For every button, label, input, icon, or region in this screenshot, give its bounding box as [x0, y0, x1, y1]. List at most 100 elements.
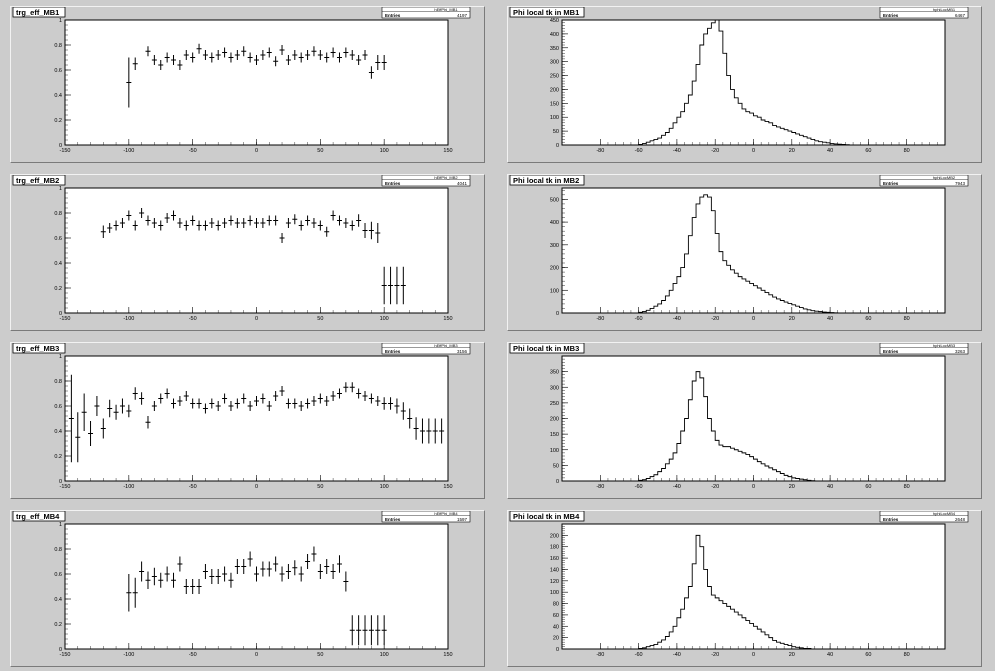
- plot-pad-7: 0 0.2 0.4 0.6 0.8 1 -150 -100 -50 0 50 100 150 trg_ef…: [10, 510, 485, 667]
- x-tick-label: -80: [596, 484, 604, 490]
- x-tick-label: -50: [189, 148, 197, 154]
- y-tick-label: 50: [553, 463, 559, 469]
- stats-entries-label: Entries: [385, 181, 401, 186]
- data-point: [145, 416, 151, 429]
- data-point: [158, 572, 164, 588]
- y-tick-label: 200: [550, 266, 559, 272]
- x-tick-label: -80: [596, 652, 604, 658]
- x-tick-label: 20: [789, 316, 795, 322]
- y-tick-label: 80: [553, 602, 559, 608]
- x-tick-label: 20: [789, 484, 795, 490]
- data-point: [298, 220, 304, 231]
- y-tick-label: 200: [550, 87, 559, 93]
- x-tick-label: 150: [443, 148, 452, 154]
- data-point: [126, 404, 132, 418]
- y-tick-label: 0: [59, 311, 62, 317]
- y-tick-label: 200: [550, 417, 559, 423]
- plot-frame: [561, 19, 946, 146]
- x-tick-label: 150: [443, 652, 452, 658]
- y-tick-label: 150: [550, 101, 559, 107]
- data-point: [356, 615, 362, 646]
- stats-box: [381, 510, 471, 523]
- y-tick-label: 0.8: [54, 43, 62, 49]
- data-point: [222, 47, 228, 58]
- data-point: [432, 418, 438, 444]
- data-point: [375, 615, 381, 646]
- y-tick-label: 0.8: [54, 547, 62, 553]
- data-point: [81, 393, 87, 431]
- data-point: [330, 47, 336, 58]
- x-tick-label: 50: [317, 652, 323, 658]
- data-point: [222, 566, 228, 582]
- x-tick-label: 0: [255, 148, 258, 154]
- data-point: [241, 46, 247, 57]
- data-point: [190, 215, 196, 226]
- y-tick-label: 300: [550, 385, 559, 391]
- data-point: [139, 208, 145, 218]
- data-point: [356, 388, 362, 399]
- data-point: [343, 218, 349, 228]
- x-tick-label: -150: [59, 148, 70, 154]
- title-box: [509, 6, 585, 18]
- stats-name: hphiLocMB4: [933, 511, 956, 516]
- y-tick-label: 1: [59, 18, 62, 24]
- x-tick-label: -100: [123, 316, 134, 322]
- x-tick-label: -150: [59, 484, 70, 490]
- data-point: [247, 551, 253, 567]
- data-point: [413, 417, 419, 440]
- data-point: [151, 218, 157, 228]
- data-point: [298, 566, 304, 582]
- data-point: [362, 223, 368, 238]
- data-point: [139, 561, 145, 582]
- data-point: [234, 398, 240, 409]
- data-point: [266, 561, 272, 577]
- data-point: [215, 50, 221, 60]
- x-tick-label: 40: [827, 148, 833, 154]
- title-box: [509, 510, 585, 522]
- data-point: [311, 546, 317, 562]
- x-tick-label: 0: [752, 484, 755, 490]
- data-point: [171, 398, 177, 409]
- data-point: [68, 374, 74, 463]
- data-point: [190, 579, 196, 594]
- plot-title: trg_eff_MB1: [16, 8, 59, 17]
- x-tick-label: 40: [827, 652, 833, 658]
- data-point: [94, 396, 100, 416]
- x-tick-label: -100: [123, 484, 134, 490]
- data-point: [234, 50, 240, 60]
- data-point: [126, 57, 132, 108]
- data-point: [119, 218, 125, 228]
- data-point: [228, 401, 234, 411]
- data-point: [113, 220, 119, 231]
- y-tick-label: 100: [550, 448, 559, 454]
- data-point: [209, 569, 215, 584]
- data-point: [260, 393, 266, 404]
- data-point: [241, 559, 247, 574]
- data-point: [273, 556, 279, 572]
- x-tick-label: 40: [827, 316, 833, 322]
- y-tick-label: 500: [550, 197, 559, 203]
- data-point: [317, 393, 323, 404]
- stats-box: [879, 174, 969, 187]
- stats-entries-value: 4041: [457, 181, 468, 186]
- data-point: [254, 566, 259, 582]
- data-point: [400, 266, 406, 305]
- data-point: [183, 579, 189, 594]
- data-point: [273, 215, 279, 226]
- data-point: [349, 382, 355, 393]
- data-point: [126, 574, 132, 612]
- data-point: [368, 393, 374, 404]
- x-tick-label: 20: [789, 148, 795, 154]
- data-point: [317, 220, 323, 231]
- data-point: [164, 388, 170, 399]
- x-tick-label: 60: [865, 316, 871, 322]
- data-point: [362, 391, 368, 401]
- data-point: [228, 215, 234, 226]
- x-tick-label: -100: [123, 652, 134, 658]
- data-point: [132, 387, 138, 400]
- x-tick-label: 100: [380, 484, 389, 490]
- data-point: [202, 564, 208, 579]
- stats-entries-label: Entries: [883, 181, 899, 186]
- x-tick-label: -80: [596, 316, 604, 322]
- y-tick-label: 250: [550, 401, 559, 407]
